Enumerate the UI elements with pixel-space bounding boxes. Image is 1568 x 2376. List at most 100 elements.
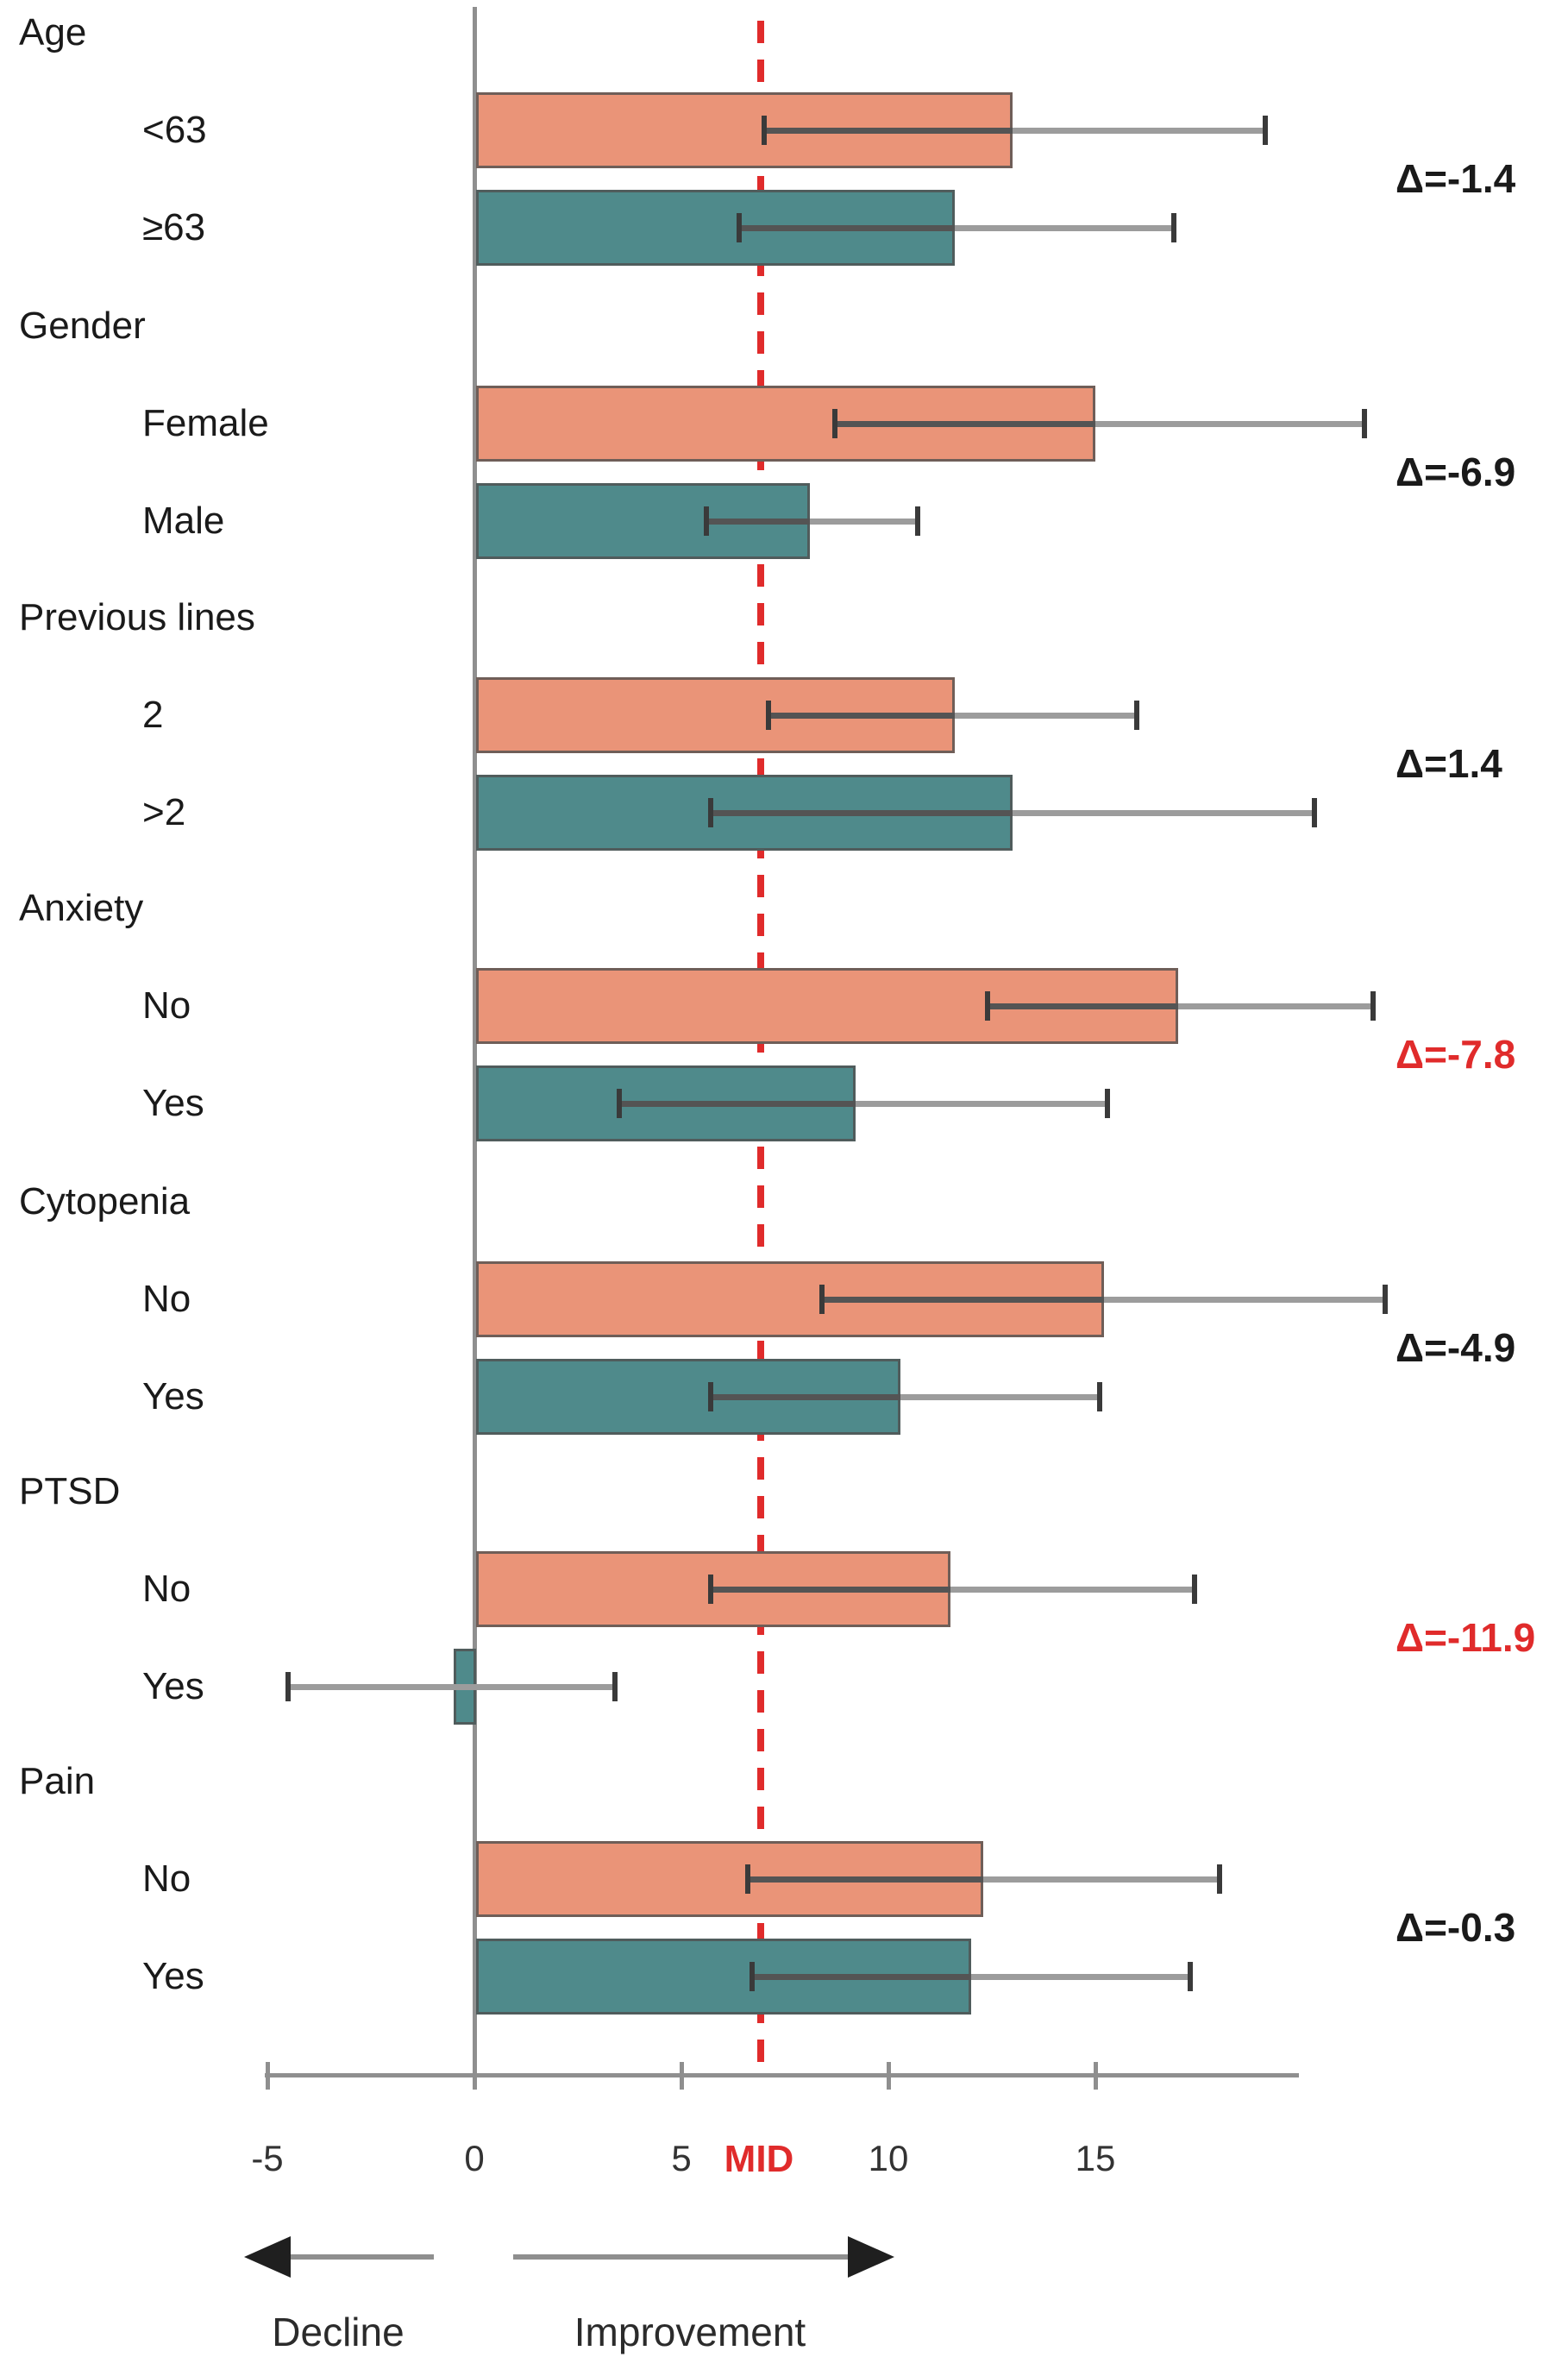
row-label: >2 xyxy=(142,791,186,833)
error-bar-cap-low xyxy=(985,991,991,1021)
error-bar-cap-high xyxy=(1134,701,1139,730)
error-bar-cap-high xyxy=(1383,1285,1388,1314)
group-label: Age xyxy=(19,11,87,53)
error-bar-cap-high xyxy=(1262,116,1268,145)
error-bar-line-over-bar xyxy=(739,224,955,231)
group-label: Previous lines xyxy=(19,596,255,638)
group-label: Cytopenia xyxy=(19,1180,191,1223)
x-axis-tick xyxy=(679,2062,684,2090)
error-bar-line-over-bar xyxy=(834,420,1095,427)
row-label: 2 xyxy=(142,694,164,736)
error-bar-line xyxy=(834,420,1364,427)
error-bar-line-over-bar xyxy=(822,1296,1104,1303)
delta-value-label: Δ=-7.8 xyxy=(1396,1032,1516,1077)
row-label: Yes xyxy=(142,1375,204,1417)
row-label: Yes xyxy=(142,1665,204,1707)
error-bar-cap-low xyxy=(765,701,771,730)
error-bar-cap-low xyxy=(707,798,713,827)
error-bar-cap-high xyxy=(1096,1382,1102,1411)
error-bar-cap-high xyxy=(1217,1864,1222,1894)
delta-value-label: Δ=-1.4 xyxy=(1396,156,1516,201)
row-label: No xyxy=(142,984,191,1027)
error-bar-cap-high xyxy=(1188,1962,1194,1991)
x-axis-tick-label: 0 xyxy=(464,2138,485,2178)
error-bar-line xyxy=(710,809,1315,816)
row-label: Yes xyxy=(142,1082,204,1124)
error-bar-line xyxy=(710,1586,1195,1593)
error-bar-cap-high xyxy=(1105,1089,1111,1118)
x-axis-tick xyxy=(472,2062,477,2090)
row-label: ≥63 xyxy=(142,206,206,248)
x-axis-tick xyxy=(265,2062,270,2090)
error-bar-cap-low xyxy=(744,1864,750,1894)
error-bar-line xyxy=(288,1683,616,1690)
row-label: <63 xyxy=(142,109,207,151)
error-bar-line-over-bar xyxy=(619,1100,856,1107)
error-bar-cap-high xyxy=(1171,213,1177,242)
error-bar-line xyxy=(764,127,1265,134)
delta-value-label: Δ=-11.9 xyxy=(1396,1615,1536,1660)
decline-arrow-shaft xyxy=(289,2254,434,2260)
error-bar-cap-low xyxy=(737,213,743,242)
x-axis-tick xyxy=(1093,2062,1098,2090)
error-bar-line-over-bar xyxy=(747,1876,984,1883)
error-bar-cap-low xyxy=(819,1285,825,1314)
x-axis-line xyxy=(265,2073,1299,2077)
group-label: Gender xyxy=(19,305,146,347)
delta-value-label: Δ=-4.9 xyxy=(1396,1325,1516,1370)
error-bar-line-over-bar xyxy=(764,127,1013,134)
error-bar-line-over-bar xyxy=(710,1393,901,1400)
row-label: Yes xyxy=(142,1955,204,1997)
error-bar-cap-high xyxy=(612,1672,618,1701)
error-bar-cap-low xyxy=(762,116,767,145)
error-bar-cap-low xyxy=(749,1962,755,1991)
delta-value-label: Δ=1.4 xyxy=(1396,741,1502,786)
error-bar-cap-low xyxy=(707,1382,713,1411)
decline-arrow-head xyxy=(244,2236,291,2278)
error-bar-cap-high xyxy=(1312,798,1318,827)
error-bar-line-over-bar xyxy=(768,712,955,719)
decline-axis-label: Decline xyxy=(272,2310,405,2354)
group-label: Pain xyxy=(19,1760,96,1802)
error-bar-line xyxy=(822,1296,1385,1303)
error-bar-line xyxy=(619,1100,1108,1107)
error-bar-line xyxy=(706,518,918,525)
x-axis-tick-label: 10 xyxy=(868,2138,909,2178)
delta-value-label: Δ=-0.3 xyxy=(1396,1905,1516,1950)
error-bar-line xyxy=(710,1393,1100,1400)
row-label: Male xyxy=(142,500,225,542)
error-bar-cap-low xyxy=(617,1089,622,1118)
improvement-arrow-head xyxy=(848,2236,894,2278)
group-label: PTSD xyxy=(19,1470,121,1512)
group-label: Anxiety xyxy=(19,887,144,929)
error-bar-line xyxy=(988,1003,1373,1009)
error-bar-line-over-bar xyxy=(710,809,1013,816)
error-bar-cap-high xyxy=(1192,1575,1198,1604)
row-label: No xyxy=(142,1568,191,1610)
error-bar-line-over-bar xyxy=(751,1973,971,1980)
error-bar-line xyxy=(747,1876,1220,1883)
y-axis-line xyxy=(472,7,477,2089)
error-bar-cap-low xyxy=(285,1672,291,1701)
error-bar-cap-high xyxy=(914,506,920,536)
error-bar-line-over-bar xyxy=(710,1586,950,1593)
improvement-arrow-shaft xyxy=(513,2254,850,2260)
error-bar-line xyxy=(739,224,1175,231)
row-label: No xyxy=(142,1278,191,1320)
x-axis-tick xyxy=(886,2062,891,2090)
mid-reference-line xyxy=(757,21,764,2073)
error-bar-cap-low xyxy=(831,409,837,438)
error-bar-line xyxy=(751,1973,1191,1980)
row-label: No xyxy=(142,1857,191,1900)
error-bar-cap-high xyxy=(1370,991,1376,1021)
improvement-axis-label: Improvement xyxy=(574,2310,806,2354)
error-bar-cap-low xyxy=(703,506,709,536)
delta-value-label: Δ=-6.9 xyxy=(1396,449,1516,494)
x-axis-tick-label: 15 xyxy=(1075,2138,1116,2178)
row-label: Female xyxy=(142,402,269,444)
x-axis-tick-label: -5 xyxy=(251,2138,284,2178)
error-bar-line-over-bar xyxy=(706,518,810,525)
error-bar-line-over-bar xyxy=(988,1003,1178,1009)
error-bar-cap-low xyxy=(707,1575,713,1604)
